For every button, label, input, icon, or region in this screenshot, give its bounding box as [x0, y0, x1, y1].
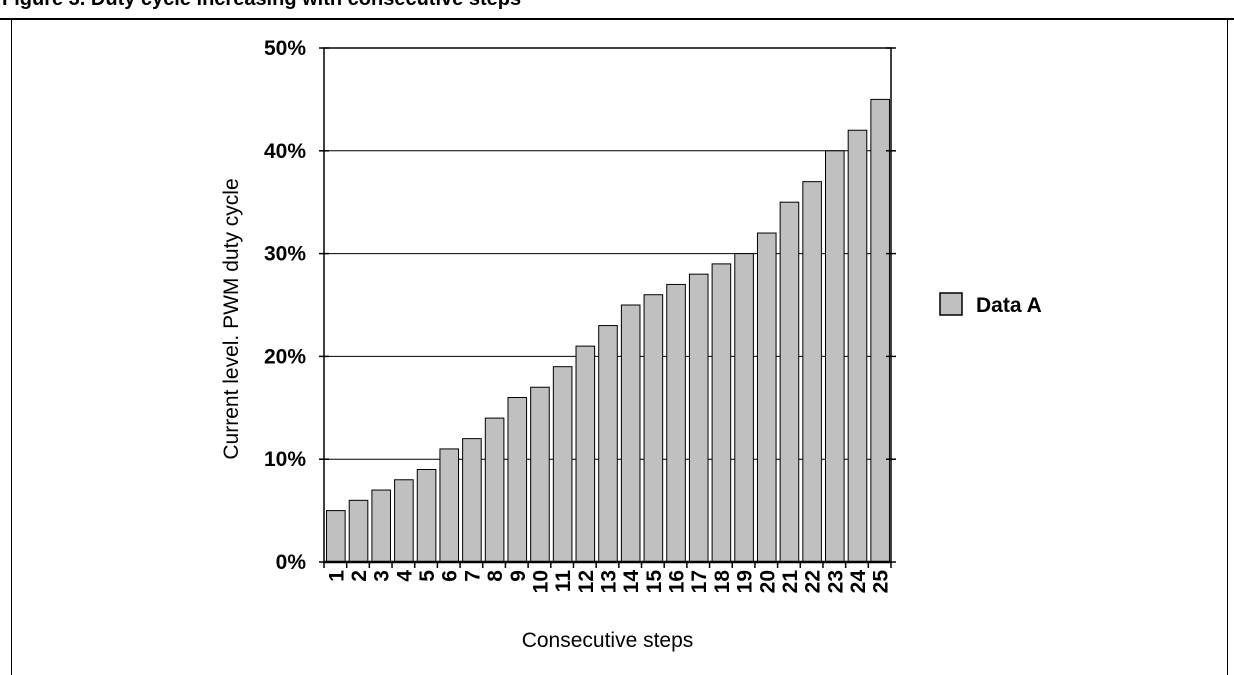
- legend-swatch: [939, 292, 963, 316]
- caption-rule: [0, 18, 1234, 20]
- bar-step-12: [575, 345, 596, 563]
- y-tick-label: 20%: [264, 345, 306, 368]
- bar-step-15: [643, 294, 664, 563]
- bar-step-24: [847, 129, 868, 563]
- legend-label-data-a: Data A: [976, 294, 1042, 317]
- bar-step-2: [348, 499, 369, 563]
- bar-step-6: [439, 448, 460, 563]
- x-tick-label: 22: [802, 570, 825, 593]
- x-tick-label: 13: [598, 570, 621, 593]
- y-tick-label: 40%: [264, 140, 306, 163]
- x-tick-label: 12: [575, 570, 598, 593]
- x-tick-label: 3: [371, 570, 394, 582]
- bar-step-1: [326, 510, 346, 563]
- bar-step-5: [416, 468, 437, 563]
- axes: [319, 47, 896, 568]
- bar-step-14: [620, 304, 641, 563]
- bar-step-3: [371, 489, 391, 563]
- bar-step-4: [394, 479, 414, 563]
- bar-step-25: [870, 98, 890, 563]
- x-tick-label: 21: [779, 570, 802, 594]
- bar-step-16: [666, 283, 686, 563]
- bar-step-22: [802, 181, 822, 563]
- x-tick-label: 9: [507, 570, 530, 582]
- x-tick-label: 23: [824, 570, 847, 593]
- y-tick-label: 50%: [264, 37, 306, 60]
- frame-left-border: [11, 18, 12, 675]
- bar-step-8: [484, 417, 505, 563]
- x-tick-label: 4: [393, 570, 416, 582]
- x-tick-label: 7: [461, 570, 484, 582]
- bar-step-20: [756, 232, 777, 563]
- x-tick-label: 10: [529, 570, 552, 593]
- bar-step-13: [598, 325, 618, 563]
- bar-step-23: [825, 150, 845, 563]
- x-tick-label: 15: [643, 570, 666, 594]
- x-tick-label: 20: [756, 570, 779, 593]
- y-tick-label: 0%: [276, 551, 307, 574]
- x-tick-label: 11: [552, 570, 575, 593]
- x-tick-label: 25: [870, 570, 893, 594]
- x-tick-label: 18: [711, 570, 734, 594]
- x-axis-title: Consecutive steps: [522, 629, 694, 652]
- y-tick-labels: 0% 10% 20% 30% 40% 50%: [264, 37, 306, 574]
- x-tick-label: 2: [348, 570, 371, 582]
- legend: Data A: [939, 292, 1042, 317]
- x-tick-label: 19: [734, 570, 757, 593]
- bar-step-19: [734, 253, 754, 563]
- x-tick-label: 14: [620, 570, 643, 594]
- bars: [326, 98, 890, 563]
- frame-right-border: [1227, 18, 1228, 675]
- y-axis-title: Current level. PWM duty cycle: [220, 178, 243, 459]
- bar-step-10: [530, 386, 550, 563]
- bar-step-11: [552, 366, 573, 563]
- x-tick-labels: 1 2 3 4 5 6 7 8 9 10 11 12 13 14 15 16 17 18 19 20 21 22 23 24 2…: [325, 570, 892, 594]
- x-tick-label: 8: [484, 570, 507, 582]
- x-tick-label: 1: [325, 570, 348, 582]
- x-tick-label: 16: [666, 570, 689, 593]
- y-tick-label: 30%: [264, 243, 306, 266]
- bar-step-9: [507, 397, 528, 563]
- bar-step-18: [711, 263, 732, 563]
- y-tick-label: 10%: [264, 448, 306, 471]
- x-tick-label: 24: [847, 570, 870, 594]
- x-tick-label: 5: [416, 570, 439, 582]
- x-tick-label: 17: [688, 570, 711, 593]
- bar-step-21: [779, 201, 800, 563]
- x-tick-label: 6: [439, 570, 462, 582]
- bar-step-7: [462, 438, 482, 563]
- figure-caption: Figure 3. Duty cycle increasing with con…: [2, 0, 521, 10]
- bar-step-17: [688, 273, 709, 563]
